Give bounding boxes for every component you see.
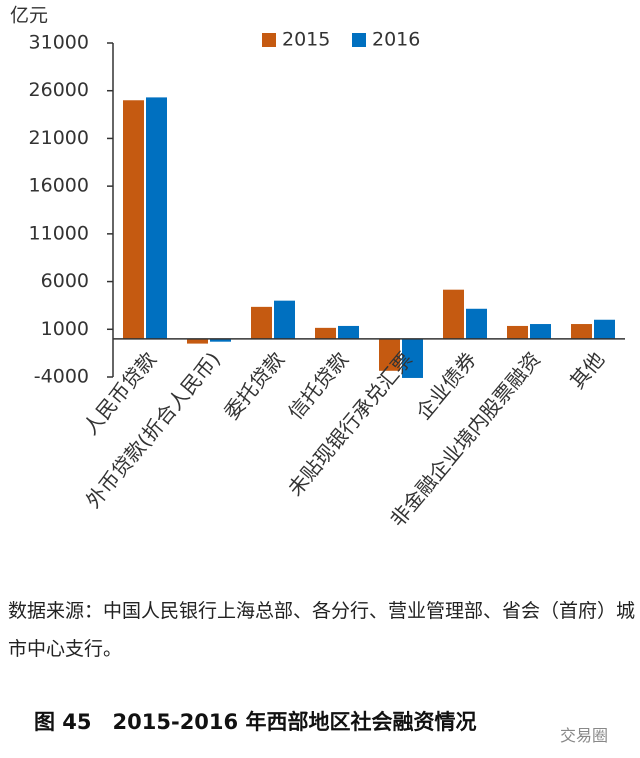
watermark: 交易圈	[560, 726, 609, 745]
y-axis-label: 亿元	[10, 5, 48, 27]
bar	[338, 325, 359, 339]
y-tick-label: 6000	[41, 270, 89, 292]
bar	[466, 308, 487, 339]
legend-swatch	[262, 33, 276, 47]
legend-swatch	[352, 33, 366, 47]
x-tick-label: 委托贷款	[219, 347, 289, 424]
bar	[402, 338, 423, 378]
bar	[443, 289, 464, 339]
bar	[210, 338, 231, 342]
figure-caption: 图 45 2015-2016 年西部地区社会融资情况	[34, 710, 477, 734]
y-tick-label: 21000	[29, 127, 89, 149]
y-tick-label: -4000	[34, 366, 89, 388]
legend-label: 2015	[282, 29, 330, 51]
y-tick-label: 1000	[41, 318, 89, 340]
bar	[123, 100, 144, 339]
x-tick-label: 信托贷款	[283, 347, 353, 424]
y-tick-label: 26000	[29, 79, 89, 101]
bar	[315, 327, 336, 339]
bar	[571, 324, 592, 339]
bar	[507, 325, 528, 339]
bar	[187, 338, 208, 344]
legend-label: 2016	[372, 29, 420, 51]
y-tick-label: 31000	[29, 32, 89, 54]
bar	[379, 338, 400, 371]
y-tick-label: 11000	[29, 222, 89, 244]
bar	[274, 300, 295, 339]
y-tick-label: 16000	[29, 175, 89, 197]
bar	[594, 319, 615, 339]
bar	[530, 324, 551, 339]
x-tick-label: 未贴现银行承兑汇票	[283, 347, 417, 500]
x-tick-label: 其他	[565, 347, 609, 393]
chart: 亿元 -4000 1000 6000 11000 16000 21000 26000 3100…	[10, 5, 625, 531]
source-note: 数据来源：中国人民银行上海总部、各分行、营业管理部、省会（首府）城市中心支行。	[8, 600, 636, 660]
bar	[251, 306, 272, 339]
bar	[146, 97, 167, 339]
